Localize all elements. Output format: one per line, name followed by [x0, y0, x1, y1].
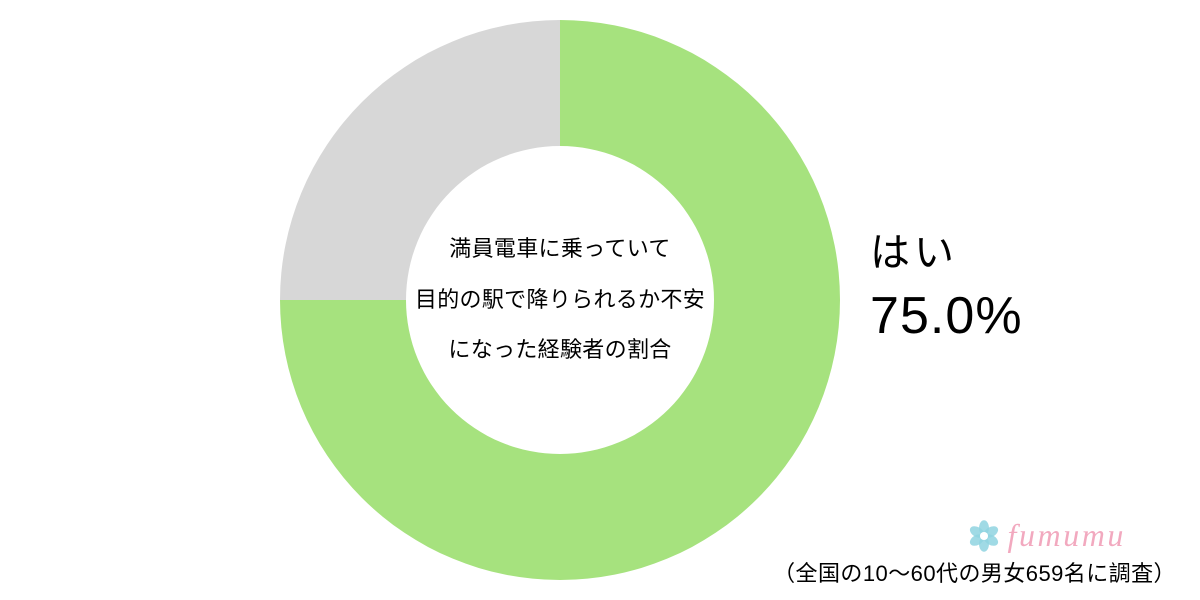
logo-text: fumumu	[1008, 517, 1126, 554]
center-line-2: 目的の駅で降りられるか不安	[410, 275, 710, 326]
logo-mark-icon	[966, 518, 1002, 554]
donut: 満員電車に乗っていて 目的の駅で降りられるか不安 になった経験者の割合	[280, 20, 840, 580]
center-line-1: 満員電車に乗っていて	[410, 224, 710, 275]
logo: fumumu	[773, 517, 1176, 554]
donut-center-text: 満員電車に乗っていて 目的の駅で降りられるか不安 になった経験者の割合	[410, 224, 710, 376]
footnote: （全国の10〜60代の男女659名に調査）	[773, 556, 1176, 588]
footer: fumumu （全国の10〜60代の男女659名に調査）	[773, 517, 1176, 588]
center-line-3: になった経験者の割合	[410, 325, 710, 376]
answer-label: はい	[870, 220, 1023, 278]
donut-chart: 満員電車に乗っていて 目的の駅で降りられるか不安 になった経験者の割合	[280, 20, 840, 580]
logo-center	[979, 531, 987, 539]
answer-value: 75.0%	[870, 286, 1023, 346]
answer-block: はい 75.0%	[870, 220, 1023, 346]
